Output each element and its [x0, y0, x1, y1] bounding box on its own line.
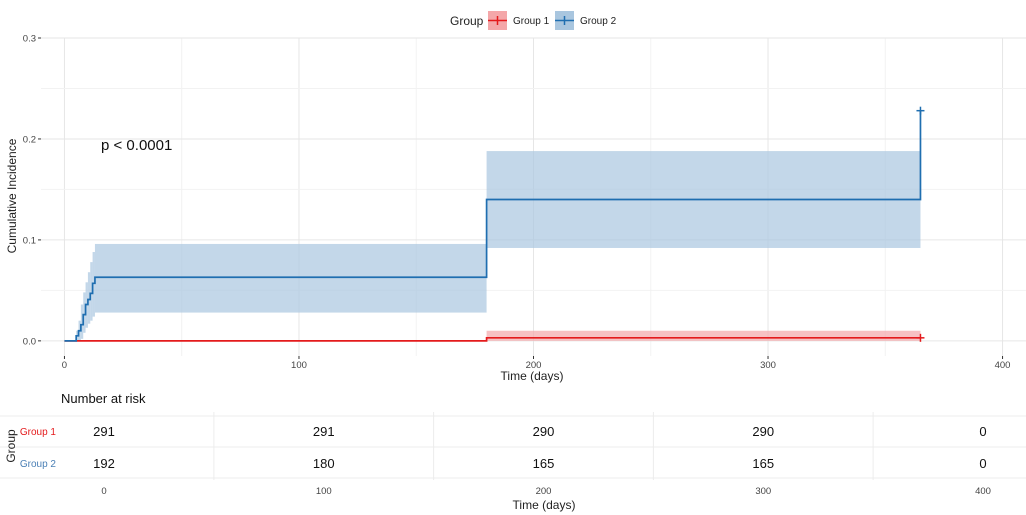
x-axis-label: Time (days) [501, 369, 564, 383]
risk-table-y-label: Group [4, 429, 18, 463]
x-tick-label: 400 [995, 360, 1011, 371]
risk-x-tick-label: 0 [101, 486, 106, 497]
ci-band-group-2 [94, 243, 487, 313]
risk-cell-group-2: 165 [533, 456, 555, 471]
risk-row-label-group-1: Group 1 [20, 427, 57, 438]
risk-x-tick-label: 300 [755, 486, 771, 497]
risk-x-tick-label: 100 [316, 486, 332, 497]
ci-band-group-2 [80, 304, 84, 339]
x-tick-label: 100 [291, 360, 307, 371]
legend-entry-group-2: Group 2 [555, 11, 617, 30]
risk-cell-group-1: 290 [752, 424, 774, 439]
risk-row-label-group-2: Group 2 [20, 459, 57, 470]
ci-band-group-2 [83, 292, 86, 333]
x-tick-label: 300 [760, 360, 776, 371]
legend-entry-group-1: Group 1 [488, 11, 550, 30]
risk-table-cells: Group 1 291 291 290 290 0 Group 2 192 180 165 165 0… [20, 424, 991, 497]
risk-table-grid [0, 412, 1026, 480]
legend-label-group-2: Group 2 [580, 16, 617, 27]
incidence-line-group-2 [64, 110, 922, 342]
y-tick-label: 0.1 [23, 235, 36, 246]
risk-cell-group-2: 192 [93, 456, 115, 471]
risk-x-tick-label: 400 [975, 486, 991, 497]
x-tick-label: 0 [62, 360, 67, 371]
y-tick-label: 0.3 [23, 34, 36, 45]
risk-cell-group-2: 0 [979, 456, 986, 471]
ci-band-group-1 [486, 330, 921, 341]
y-tick-label: 0.0 [23, 336, 36, 347]
incidence-line-group-1 [64, 336, 921, 342]
risk-cell-group-1: 290 [533, 424, 555, 439]
risk-table-title: Number at risk [61, 391, 146, 406]
risk-x-tick-label: 200 [536, 486, 552, 497]
risk-cell-group-1: 0 [979, 424, 986, 439]
risk-cell-group-1: 291 [313, 424, 335, 439]
risk-cell-group-2: 180 [313, 456, 335, 471]
y-tick-label: 0.2 [23, 134, 36, 145]
risk-cell-group-2: 165 [752, 456, 774, 471]
ci-band-group-2 [92, 252, 95, 317]
confidence-bands [76, 151, 921, 341]
legend: Group Group 1 Group 2 [450, 11, 617, 30]
y-axis-label: Cumulative Incidence [5, 138, 19, 253]
ci-band-group-2 [87, 272, 91, 324]
risk-cell-group-1: 291 [93, 424, 115, 439]
legend-label-group-1: Group 1 [513, 16, 550, 27]
plot-axes: 0.0 0.1 0.2 0.3 0 100 200 300 400 [23, 34, 1011, 372]
ci-band-group-2 [90, 262, 93, 321]
p-value-annotation: p < 0.0001 [101, 137, 172, 154]
incidence-curves [64, 106, 925, 342]
x-tick-label: 200 [526, 360, 542, 371]
risk-table-x-label: Time (days) [513, 498, 576, 512]
legend-title: Group [450, 14, 484, 28]
